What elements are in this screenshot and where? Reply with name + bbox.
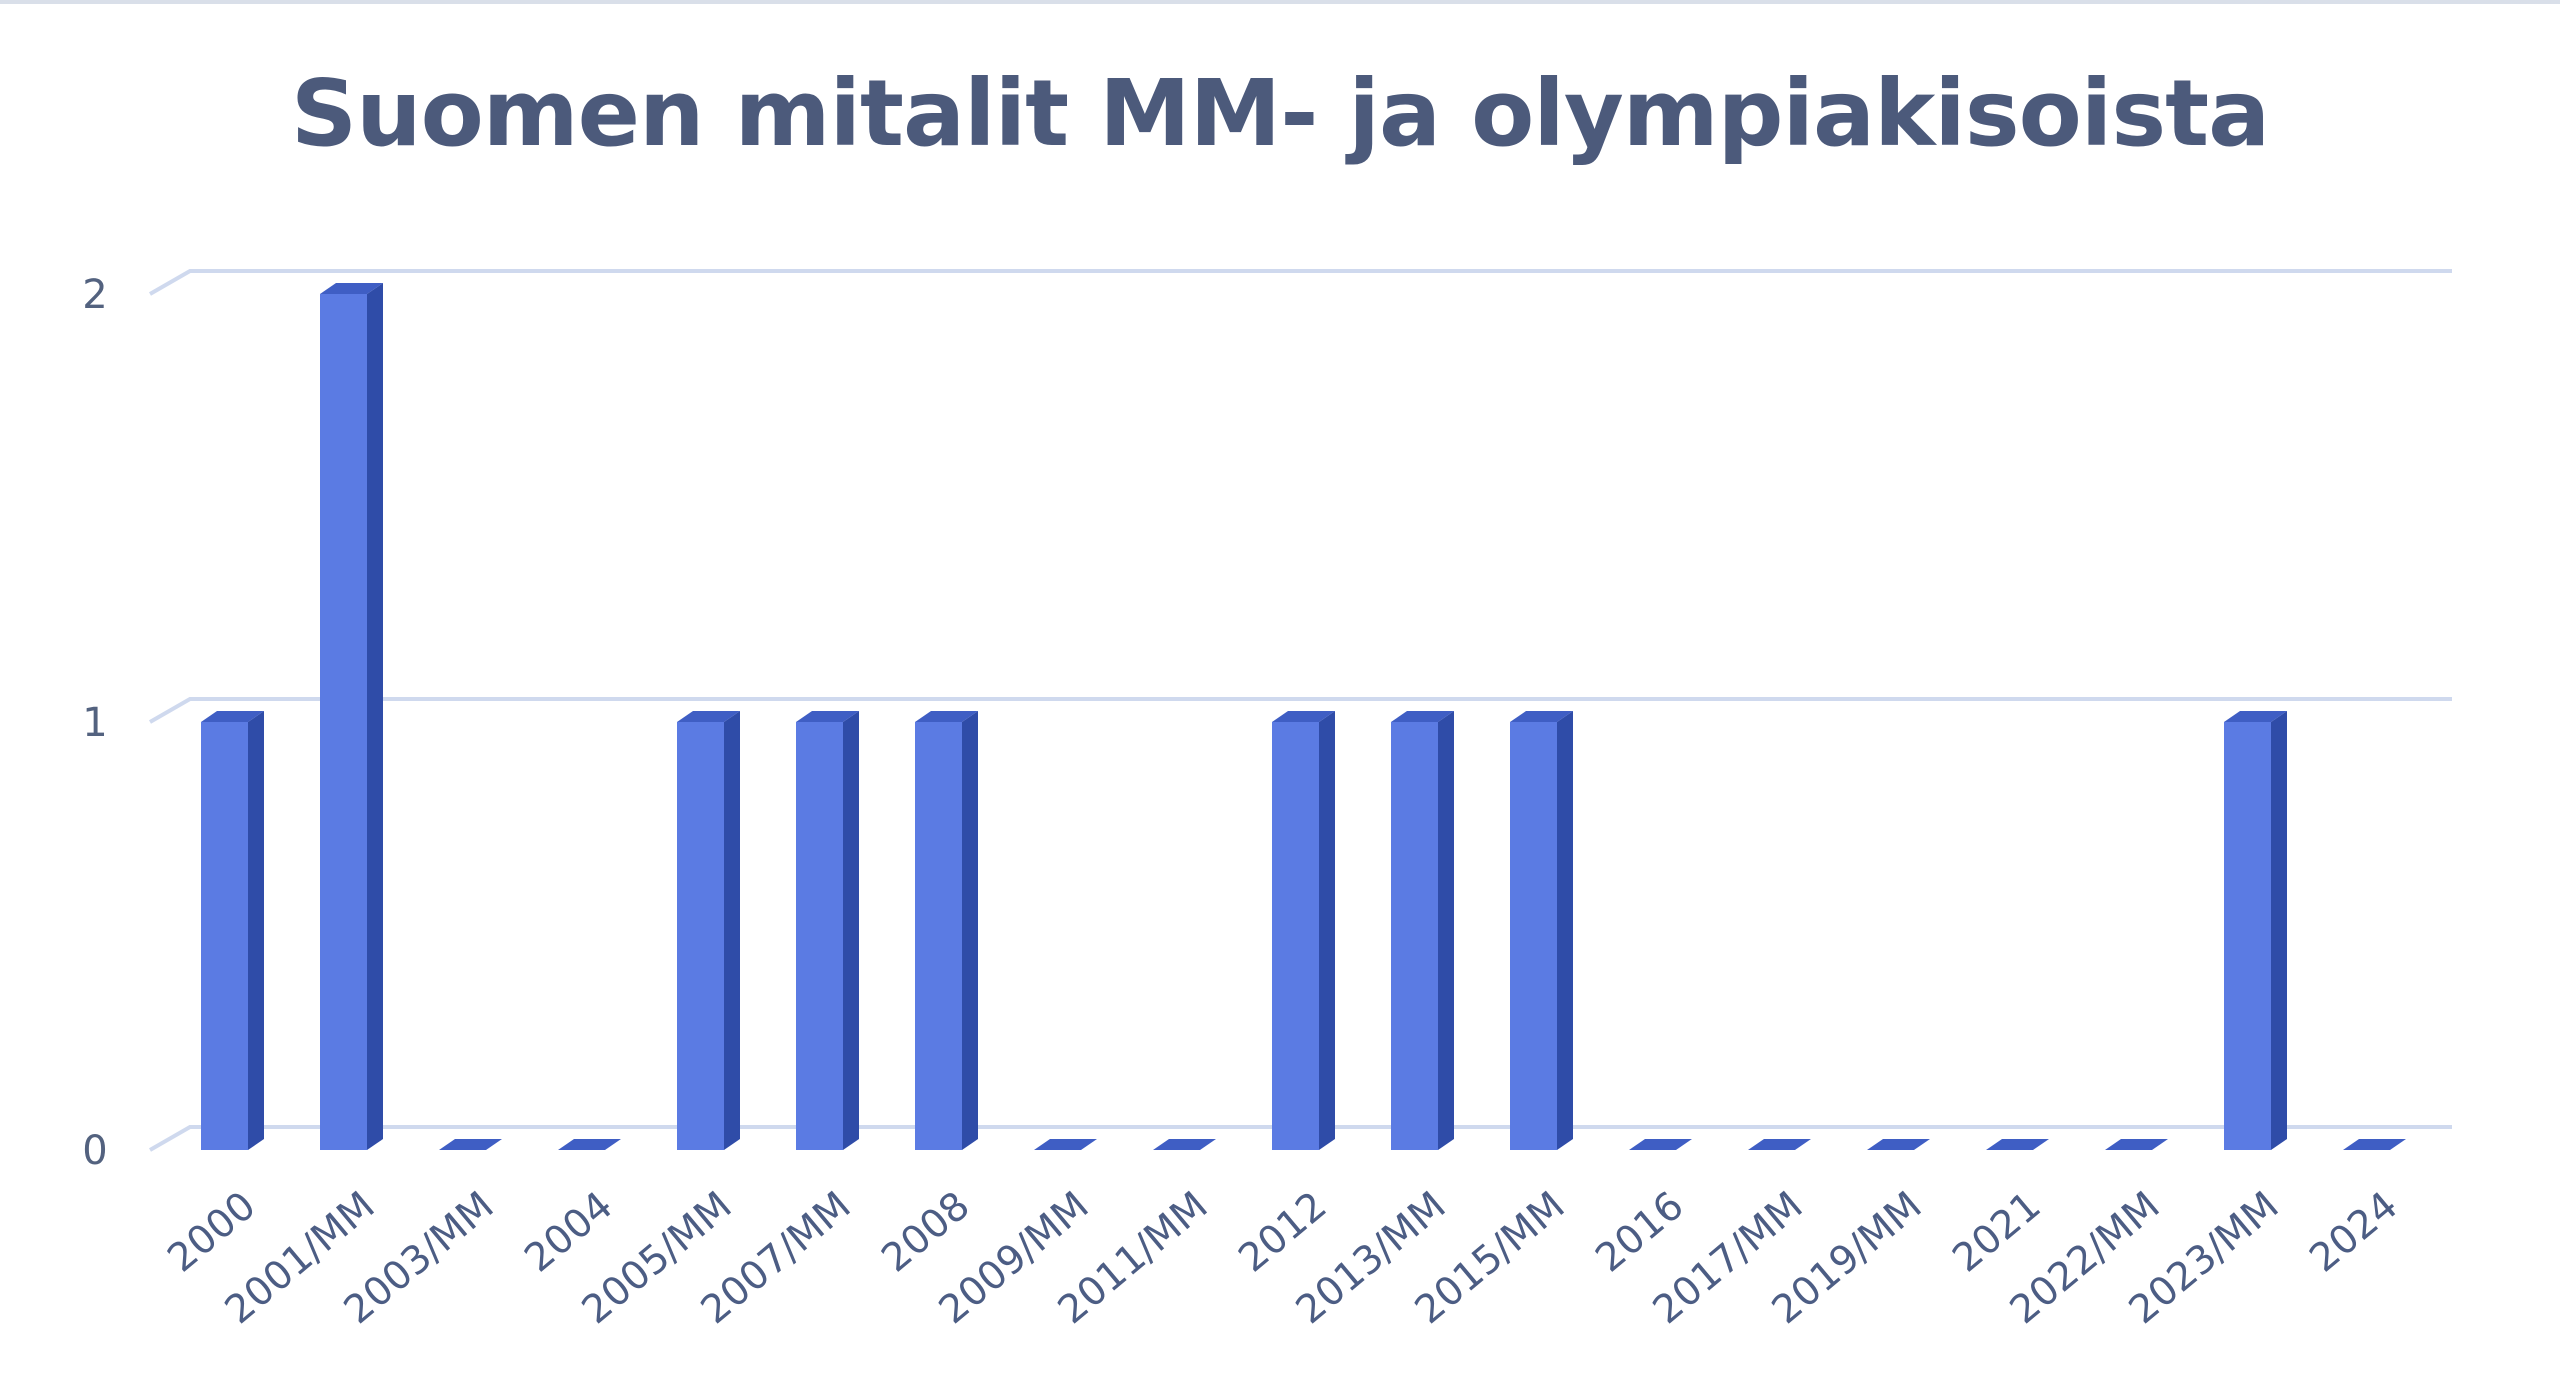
bar	[796, 711, 859, 1150]
gridline	[149, 697, 2452, 724]
bar-front	[201, 722, 248, 1150]
x-tick-label: 2024	[2301, 1183, 2406, 1281]
bar	[1629, 1139, 1692, 1150]
x-tick-label: 2004	[516, 1183, 621, 1281]
bar	[439, 1139, 502, 1150]
bar	[320, 283, 383, 1150]
bar-top	[1391, 711, 1454, 722]
gridlines	[149, 269, 2452, 1152]
bar	[1391, 711, 1454, 1150]
bar-front	[1272, 722, 1319, 1150]
x-tick-label: 2021	[1944, 1183, 2049, 1281]
bar	[1272, 711, 1335, 1150]
bar	[201, 711, 264, 1150]
bar	[2224, 711, 2287, 1150]
bar	[1748, 1139, 1811, 1150]
bar-side	[2271, 711, 2287, 1150]
bar	[1034, 1139, 1097, 1150]
gridline	[149, 1125, 2452, 1152]
bar-side	[962, 711, 978, 1150]
bar	[1986, 1139, 2049, 1150]
y-tick-label: 0	[82, 1128, 107, 1174]
bar	[2343, 1139, 2406, 1150]
x-tick-label: 2000	[159, 1183, 264, 1281]
bar-top	[1034, 1139, 1097, 1150]
chart-title: Suomen mitalit MM- ja olympiakisoista	[290, 60, 2270, 167]
bar-top	[1153, 1139, 1216, 1150]
bar-top	[1986, 1139, 2049, 1150]
bar-top	[2105, 1139, 2168, 1150]
bar-front	[796, 722, 843, 1150]
bar-top	[1272, 711, 1335, 722]
x-tick-label: 2012	[1230, 1183, 1335, 1281]
bar-top	[1629, 1139, 1692, 1150]
x-tick-label: 2008	[873, 1183, 978, 1281]
bar-top	[2224, 711, 2287, 722]
bar-side	[1319, 711, 1335, 1150]
bar-front	[915, 722, 962, 1150]
bar-side	[1438, 711, 1454, 1150]
bar-top	[201, 711, 264, 722]
bar-front	[1391, 722, 1438, 1150]
bar-side	[367, 283, 383, 1150]
bar-side	[843, 711, 859, 1150]
bar	[558, 1139, 621, 1150]
bar-top	[915, 711, 978, 722]
bar	[1867, 1139, 1930, 1150]
bar-front	[320, 294, 367, 1150]
bar-top	[1748, 1139, 1811, 1150]
bar-front	[1510, 722, 1557, 1150]
bar-front	[677, 722, 724, 1150]
bar-top	[1867, 1139, 1930, 1150]
bar	[677, 711, 740, 1150]
bar-side	[248, 711, 264, 1150]
bar	[1510, 711, 1573, 1150]
bar-top	[320, 283, 383, 294]
top-border	[0, 0, 2560, 4]
bar-top	[2343, 1139, 2406, 1150]
bar-side	[724, 711, 740, 1150]
y-axis-ticks: 0 1 2	[82, 272, 107, 1174]
bar-front	[2224, 722, 2271, 1150]
gridline	[149, 269, 2452, 296]
bar-top	[558, 1139, 621, 1150]
bar	[915, 711, 978, 1150]
bars	[201, 283, 2406, 1150]
x-tick-label: 2016	[1587, 1183, 1692, 1281]
bar-side	[1557, 711, 1573, 1150]
bar	[1153, 1139, 1216, 1150]
bar-top	[1510, 711, 1573, 722]
y-tick-label: 1	[82, 700, 107, 746]
bar-top	[677, 711, 740, 722]
bar-top	[796, 711, 859, 722]
y-tick-label: 2	[82, 272, 107, 318]
bar	[2105, 1139, 2168, 1150]
bar-top	[439, 1139, 502, 1150]
